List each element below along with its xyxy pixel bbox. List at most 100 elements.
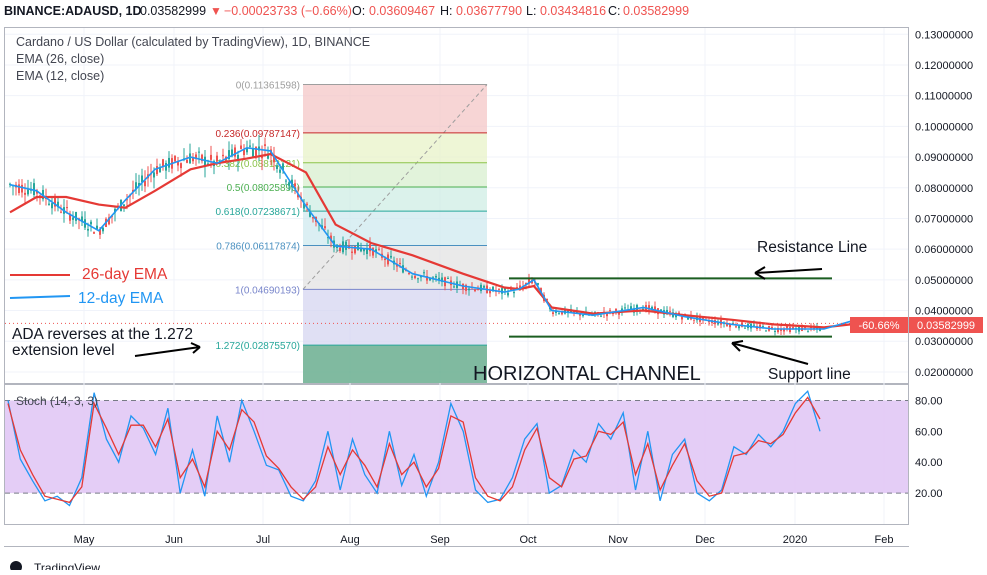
candle-body [606, 313, 608, 317]
time-axis[interactable]: May Jun Jul Aug Sep Oct Nov Dec 2020 Feb [74, 534, 894, 546]
candle-body [552, 312, 554, 315]
support-arrowhead-icon [731, 340, 744, 352]
candle-body [630, 306, 632, 310]
fib-level-label: 0(0.11361598) [236, 81, 300, 92]
reversal-arrow [134, 346, 201, 357]
candle-body [555, 310, 557, 313]
candle-body [564, 308, 566, 314]
candle-body [243, 149, 245, 156]
candle-body [261, 155, 263, 159]
candle-body [765, 330, 767, 332]
percent-tag [850, 317, 908, 333]
candle-body [666, 309, 668, 314]
close-label: C: [608, 4, 621, 18]
candle-body [390, 255, 392, 258]
horizontal-channel [5, 277, 908, 338]
candle-body [198, 151, 200, 153]
candle-body [360, 247, 362, 252]
candle-body [477, 289, 479, 291]
high-value: 0.03677790 [456, 4, 522, 18]
candle-body [177, 161, 179, 166]
stoch-k-line [7, 389, 821, 507]
price-tag-text: 0.03582999 [917, 320, 975, 332]
price-axis[interactable]: 0.13000000 0.12000000 0.11000000 0.10000000… [915, 29, 973, 500]
fib-zone-band [303, 132, 487, 163]
candle-body [255, 146, 257, 156]
candle-body [24, 192, 26, 195]
candle-body [306, 203, 308, 205]
candle-body [135, 182, 137, 190]
candle-body [276, 165, 278, 170]
candle-body [273, 154, 275, 163]
candle-body [438, 277, 440, 280]
candle-body [807, 330, 809, 332]
price-tick-label: 0.03000000 [915, 336, 973, 348]
resistance-arrowhead-icon [754, 266, 766, 280]
candle-body [804, 327, 806, 329]
candle-body [93, 232, 95, 234]
candle-body [195, 154, 197, 159]
price-tick-label: 0.09000000 [915, 152, 973, 164]
candle-body [525, 282, 527, 285]
price-tick-label: 0.06000000 [915, 244, 973, 256]
time-tick-label: Nov [608, 534, 628, 546]
stoch-band [5, 400, 908, 494]
close-value: 0.03582999 [623, 4, 689, 18]
footer-brand: TradingView [34, 561, 100, 570]
candle-body [39, 195, 41, 197]
candle-body [357, 242, 359, 251]
candle-body [792, 327, 794, 329]
tradingview-logo-icon [10, 561, 22, 573]
fib-level-label: 0.236(0.09787147) [215, 129, 300, 140]
candle-body [228, 150, 230, 160]
candle-body [87, 228, 89, 231]
candle-body [435, 275, 437, 278]
candle-body [474, 289, 476, 292]
stoch-label: Stoch (14, 3, 3) [16, 394, 98, 408]
candle-body [282, 163, 284, 170]
candle-body [192, 157, 194, 162]
candle-body [327, 237, 329, 239]
chart-title: Cardano / US Dollar (calculated by Tradi… [16, 35, 370, 49]
reversal-arrowhead-icon [190, 342, 201, 354]
candle-body [165, 163, 167, 171]
candle-body [426, 275, 428, 281]
candle-body [378, 248, 380, 250]
candle-body [297, 194, 299, 198]
candle-body [72, 217, 74, 220]
candle-body [777, 327, 779, 333]
candle-body [786, 326, 788, 329]
fib-level-label: 1(0.04690193) [235, 285, 300, 296]
candle-body [186, 159, 188, 163]
candle-body [138, 182, 140, 187]
candle-body [579, 313, 581, 316]
time-tick-label: Jun [165, 534, 183, 546]
candle-body [618, 312, 620, 315]
candle-body [600, 315, 602, 317]
candle-body [414, 275, 416, 279]
stochastic-pane [5, 389, 908, 507]
candle-body [411, 276, 413, 278]
down-arrow-icon: ▼ [210, 4, 222, 18]
candle-body [762, 326, 764, 328]
candle-body [354, 246, 356, 254]
price-tick-label: 0.04000000 [915, 306, 973, 318]
candle-body [513, 291, 515, 294]
candle-body [429, 278, 431, 281]
candle-body [279, 169, 281, 173]
candle-body [519, 285, 521, 289]
candle-body [258, 146, 260, 151]
reversal-annotation-line1: ADA reverses at the 1.272 [12, 326, 193, 343]
candle-body [408, 272, 410, 275]
ema26-legend: EMA (26, close) [16, 52, 104, 66]
candle-body [681, 316, 683, 320]
candle-body [537, 283, 539, 285]
candle-body [174, 156, 176, 162]
open-value: 0.03609467 [369, 4, 435, 18]
candle-body [252, 148, 254, 158]
candle-body [267, 153, 269, 159]
candle-body [582, 315, 584, 317]
fib-zone-band [303, 289, 487, 346]
candle-body [573, 311, 575, 313]
